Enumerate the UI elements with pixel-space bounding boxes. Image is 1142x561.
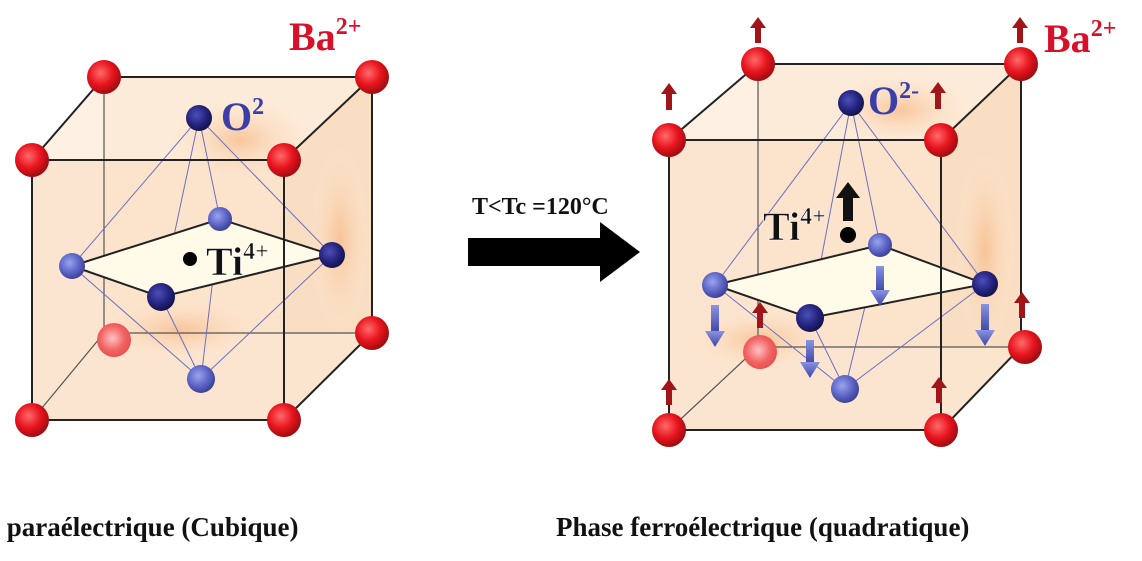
barium-atom xyxy=(87,60,121,94)
barium-atom xyxy=(652,413,686,447)
barium-label: Ba2+ xyxy=(289,14,361,59)
barium-atom xyxy=(267,403,301,437)
barium-atom-back xyxy=(743,335,777,369)
shade-blob xyxy=(100,300,260,360)
barium-atom xyxy=(15,403,49,437)
oxygen-label: O2- xyxy=(868,78,919,123)
octahedron-edges xyxy=(71,117,333,380)
paraelectric-phase-caption: ase paraélectrique (Cubique) xyxy=(0,512,299,542)
oxygen-atom xyxy=(702,272,728,298)
up-arrow-icon xyxy=(750,17,766,43)
up-arrow-icon xyxy=(836,182,860,221)
down-arrow-icon xyxy=(800,340,820,378)
up-arrow-icon xyxy=(661,83,677,110)
up-arrow-icon xyxy=(931,377,947,403)
up-arrow-icon xyxy=(661,379,677,405)
oxygen-atom xyxy=(319,242,345,268)
oxygen-displacement-arrows xyxy=(705,266,995,378)
barium-displacement-arrows xyxy=(661,17,1030,405)
down-arrow-icon xyxy=(870,266,890,306)
tetragonal-structure: Ba2+ O2- Ti4+ xyxy=(652,16,1116,447)
barium-atom xyxy=(924,413,958,447)
oxygen-atom xyxy=(838,90,864,116)
shade-blob xyxy=(312,150,368,330)
barium-atom xyxy=(1004,47,1038,81)
up-arrow-icon xyxy=(930,82,946,109)
barium-atom xyxy=(652,123,686,157)
barium-atom xyxy=(1008,330,1042,364)
transition-label: T<Tc =120°C xyxy=(472,194,609,220)
barium-atom xyxy=(924,123,958,157)
oxygen-atom xyxy=(972,271,998,297)
oxygen-atom xyxy=(187,365,215,393)
barium-atom xyxy=(355,60,389,94)
oxygen-label: O2 xyxy=(221,94,264,139)
oxygen-atom xyxy=(147,283,175,311)
oxygen-atom xyxy=(796,304,824,332)
oxygen-atom xyxy=(868,233,892,257)
cubic-structure: Ba2+ O2 Ti4+ xyxy=(15,14,389,437)
ferroelectric-phase-caption: Phase ferroélectrique (quadratique) xyxy=(556,512,970,542)
barium-atom-back xyxy=(97,323,131,357)
up-arrow-icon xyxy=(1014,292,1030,318)
barium-atom xyxy=(355,316,389,350)
barium-atom xyxy=(267,143,301,177)
oxygen-atom xyxy=(186,105,212,131)
transition-arrow xyxy=(468,222,640,282)
titanium-atom xyxy=(840,227,856,243)
up-arrow-icon xyxy=(1012,17,1028,43)
down-arrow-icon xyxy=(705,305,725,347)
cube-front-edges xyxy=(31,76,375,421)
down-arrow-icon xyxy=(975,304,995,346)
barium-label: Ba2+ xyxy=(1044,16,1116,61)
oxygen-atom xyxy=(59,253,85,279)
up-arrow-icon xyxy=(752,302,768,328)
shade-blob xyxy=(957,155,1013,345)
titanium-atom xyxy=(183,252,197,266)
phase-transition: T<Tc =120°C xyxy=(468,194,640,282)
oxygen-atom xyxy=(831,375,859,403)
titanium-label: Ti4+ xyxy=(206,239,269,284)
barium-atom xyxy=(741,47,775,81)
barium-atom xyxy=(15,143,49,177)
oxygen-atom xyxy=(208,207,232,231)
titanium-label: Ti4+ xyxy=(763,204,826,249)
